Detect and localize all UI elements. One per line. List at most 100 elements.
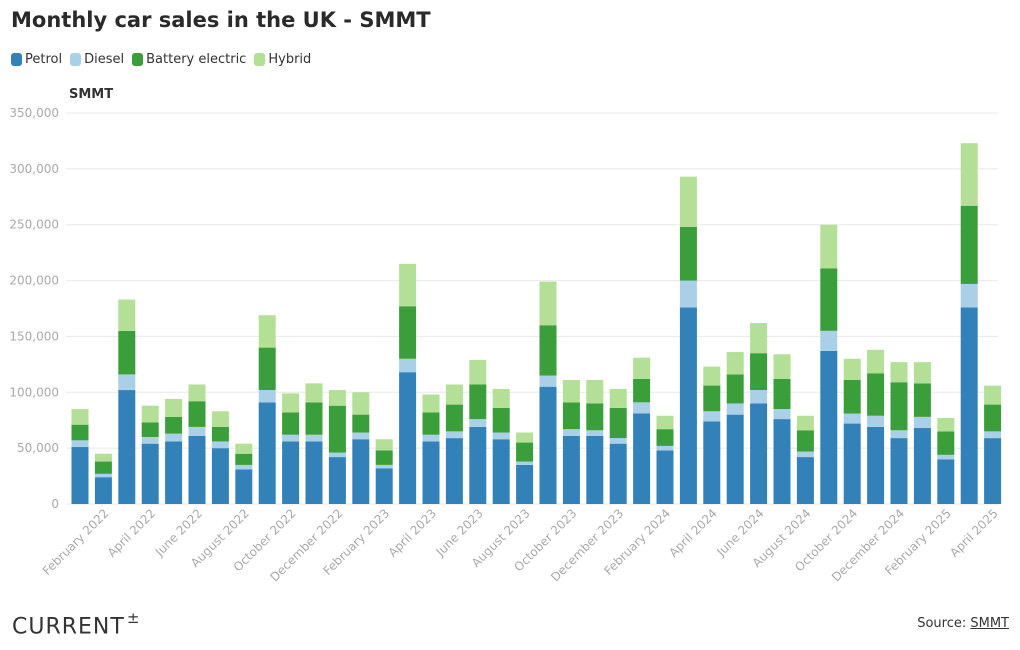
bar-segment-petrol[interactable]: [469, 426, 487, 504]
bar-segment-hybrid[interactable]: [586, 379, 604, 404]
bar-segment-hybrid[interactable]: [469, 359, 487, 385]
bar-segment-hybrid[interactable]: [562, 379, 580, 403]
bar-segment-diesel[interactable]: [422, 434, 440, 442]
bar-segment-petrol[interactable]: [937, 459, 955, 504]
bar-segment-diesel[interactable]: [305, 434, 323, 442]
bar-segment-petrol[interactable]: [679, 307, 697, 504]
bar-segment-battery_electric[interactable]: [609, 407, 627, 439]
bar-segment-diesel[interactable]: [984, 431, 1002, 439]
bar-segment-battery_electric[interactable]: [773, 378, 791, 410]
bar-segment-petrol[interactable]: [422, 441, 440, 504]
bar-segment-battery_electric[interactable]: [843, 379, 861, 414]
bar-segment-diesel[interactable]: [960, 283, 978, 308]
bar-segment-petrol[interactable]: [726, 414, 744, 504]
bar-segment-petrol[interactable]: [516, 464, 534, 504]
bar-segment-hybrid[interactable]: [867, 349, 885, 374]
bar-segment-hybrid[interactable]: [211, 411, 229, 427]
bar-segment-hybrid[interactable]: [305, 383, 323, 403]
bar-segment-diesel[interactable]: [375, 464, 393, 469]
bar-segment-diesel[interactable]: [843, 413, 861, 424]
bar-segment-battery_electric[interactable]: [165, 416, 183, 434]
bar-segment-battery_electric[interactable]: [960, 205, 978, 284]
bar-segment-diesel[interactable]: [890, 430, 908, 439]
bar-segment-diesel[interactable]: [235, 464, 253, 470]
bar-segment-hybrid[interactable]: [422, 394, 440, 413]
bar-segment-battery_electric[interactable]: [726, 374, 744, 404]
bar-segment-hybrid[interactable]: [516, 432, 534, 443]
bar-segment-petrol[interactable]: [375, 468, 393, 504]
bar-segment-hybrid[interactable]: [750, 323, 768, 354]
bar-segment-petrol[interactable]: [399, 372, 417, 504]
bar-segment-hybrid[interactable]: [445, 384, 463, 405]
bar-segment-battery_electric[interactable]: [422, 412, 440, 435]
bar-segment-petrol[interactable]: [352, 439, 370, 504]
bar-segment-battery_electric[interactable]: [375, 450, 393, 465]
bar-segment-battery_electric[interactable]: [141, 422, 159, 437]
bar-segment-hybrid[interactable]: [375, 439, 393, 451]
bar-segment-diesel[interactable]: [282, 434, 300, 442]
bar-segment-petrol[interactable]: [656, 450, 674, 504]
bar-segment-diesel[interactable]: [820, 330, 838, 351]
bar-segment-battery_electric[interactable]: [516, 442, 534, 462]
bar-segment-diesel[interactable]: [352, 432, 370, 440]
bar-segment-diesel[interactable]: [328, 452, 346, 458]
bar-segment-petrol[interactable]: [188, 435, 206, 504]
bar-segment-petrol[interactable]: [890, 438, 908, 504]
bar-segment-battery_electric[interactable]: [71, 424, 89, 441]
bar-segment-petrol[interactable]: [305, 441, 323, 504]
bar-segment-battery_electric[interactable]: [796, 430, 814, 452]
bar-segment-diesel[interactable]: [750, 390, 768, 404]
bar-segment-battery_electric[interactable]: [539, 325, 557, 376]
bar-segment-petrol[interactable]: [633, 413, 651, 504]
bar-segment-hybrid[interactable]: [773, 354, 791, 379]
bar-segment-hybrid[interactable]: [539, 281, 557, 326]
bar-segment-battery_electric[interactable]: [937, 431, 955, 455]
bar-segment-hybrid[interactable]: [726, 352, 744, 375]
bar-segment-diesel[interactable]: [258, 390, 276, 403]
bar-segment-hybrid[interactable]: [913, 362, 931, 384]
bar-segment-battery_electric[interactable]: [913, 383, 931, 417]
bar-segment-hybrid[interactable]: [71, 409, 89, 425]
bar-segment-battery_electric[interactable]: [118, 330, 136, 375]
bar-segment-battery_electric[interactable]: [656, 429, 674, 446]
bar-segment-hybrid[interactable]: [843, 358, 861, 380]
bar-segment-petrol[interactable]: [609, 443, 627, 504]
bar-segment-battery_electric[interactable]: [750, 353, 768, 391]
bar-segment-battery_electric[interactable]: [235, 453, 253, 465]
bar-segment-diesel[interactable]: [399, 358, 417, 373]
bar-segment-petrol[interactable]: [562, 435, 580, 504]
bar-segment-diesel[interactable]: [726, 403, 744, 415]
bar-segment-diesel[interactable]: [656, 445, 674, 451]
bar-segment-battery_electric[interactable]: [305, 402, 323, 435]
bar-segment-battery_electric[interactable]: [820, 268, 838, 331]
bar-segment-hybrid[interactable]: [960, 143, 978, 206]
bar-segment-battery_electric[interactable]: [867, 373, 885, 416]
bar-segment-battery_electric[interactable]: [188, 401, 206, 427]
legend-item-hybrid[interactable]: Hybrid: [254, 52, 311, 67]
bar-segment-battery_electric[interactable]: [562, 402, 580, 430]
bar-segment-diesel[interactable]: [188, 426, 206, 436]
bar-segment-diesel[interactable]: [492, 432, 510, 440]
bar-segment-petrol[interactable]: [118, 390, 136, 504]
bar-segment-hybrid[interactable]: [703, 366, 721, 386]
bar-segment-hybrid[interactable]: [609, 388, 627, 408]
bar-segment-petrol[interactable]: [165, 441, 183, 504]
bar-segment-petrol[interactable]: [843, 423, 861, 504]
bar-segment-petrol[interactable]: [258, 402, 276, 504]
bar-segment-petrol[interactable]: [282, 441, 300, 504]
bar-segment-petrol[interactable]: [71, 447, 89, 504]
bar-segment-hybrid[interactable]: [141, 405, 159, 423]
bar-segment-hybrid[interactable]: [258, 315, 276, 348]
bar-segment-hybrid[interactable]: [890, 362, 908, 383]
bar-segment-battery_electric[interactable]: [258, 347, 276, 391]
bar-segment-hybrid[interactable]: [796, 415, 814, 431]
bar-segment-petrol[interactable]: [984, 438, 1002, 504]
bar-segment-hybrid[interactable]: [328, 390, 346, 406]
bar-segment-battery_electric[interactable]: [469, 384, 487, 420]
bar-segment-diesel[interactable]: [71, 440, 89, 448]
bar-segment-diesel[interactable]: [913, 416, 931, 429]
bar-segment-battery_electric[interactable]: [211, 426, 229, 442]
legend-item-petrol[interactable]: Petrol: [11, 52, 62, 67]
bar-segment-battery_electric[interactable]: [94, 461, 112, 474]
bar-segment-petrol[interactable]: [796, 457, 814, 504]
